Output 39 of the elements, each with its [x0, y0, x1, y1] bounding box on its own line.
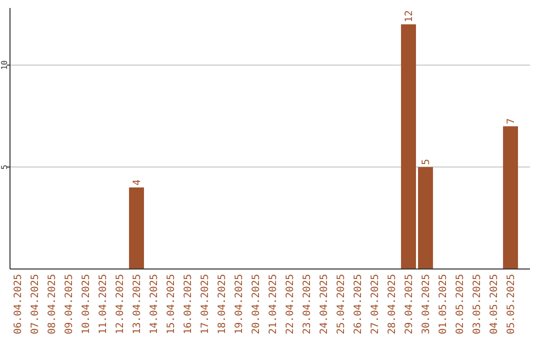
x-tick-label: 11.04.2025: [98, 274, 109, 334]
x-tick-label: 09.04.2025: [64, 274, 75, 334]
x-tick-label: 22.04.2025: [285, 274, 296, 334]
x-tick-label: 19.04.2025: [234, 274, 245, 334]
x-tick-label: 18.04.2025: [217, 274, 228, 334]
bar: [418, 167, 433, 269]
x-tick-label: 13.04.2025: [132, 274, 143, 334]
x-tick-label: 16.04.2025: [183, 274, 194, 334]
x-tick-label: 28.04.2025: [387, 274, 398, 334]
x-tick-label: 15.04.2025: [166, 274, 177, 334]
y-tick-label: 10: [0, 60, 9, 70]
x-tick-label: 10.04.2025: [81, 274, 92, 334]
x-tick-label: 27.04.2025: [370, 274, 381, 334]
data-label: 7: [506, 118, 517, 124]
x-tick-label: 06.04.2025: [13, 274, 24, 334]
x-tick-label: 17.04.2025: [200, 274, 211, 334]
x-tick-label: 07.04.2025: [30, 274, 41, 334]
x-tick-label: 24.04.2025: [319, 274, 330, 334]
x-tick-label: 25.04.2025: [336, 274, 347, 334]
x-tick-label: 12.04.2025: [115, 274, 126, 334]
x-tick-label: 01.05.2025: [438, 274, 449, 334]
x-tick-label: 20.04.2025: [251, 274, 262, 334]
x-tick-label: 02.05.2025: [455, 274, 466, 334]
x-tick-label: 30.04.2025: [421, 274, 432, 334]
x-tick-label: 29.04.2025: [404, 274, 415, 334]
data-label: 5: [421, 159, 432, 166]
bar: [129, 187, 144, 269]
x-tick-label: 03.05.2025: [472, 274, 483, 334]
x-tick-label: 14.04.2025: [149, 274, 160, 334]
bar: [401, 24, 416, 269]
x-tick-label: 26.04.2025: [353, 274, 364, 334]
x-tick-label: 05.05.2025: [506, 274, 517, 334]
x-tick-label: 04.05.2025: [489, 274, 500, 334]
x-tick-label: 21.04.2025: [268, 274, 279, 334]
x-tick-label: 08.04.2025: [47, 274, 58, 334]
data-label: 4: [132, 179, 143, 186]
data-label: 12: [404, 10, 415, 22]
x-tick-label: 23.04.2025: [302, 274, 313, 334]
bar: [503, 126, 518, 269]
